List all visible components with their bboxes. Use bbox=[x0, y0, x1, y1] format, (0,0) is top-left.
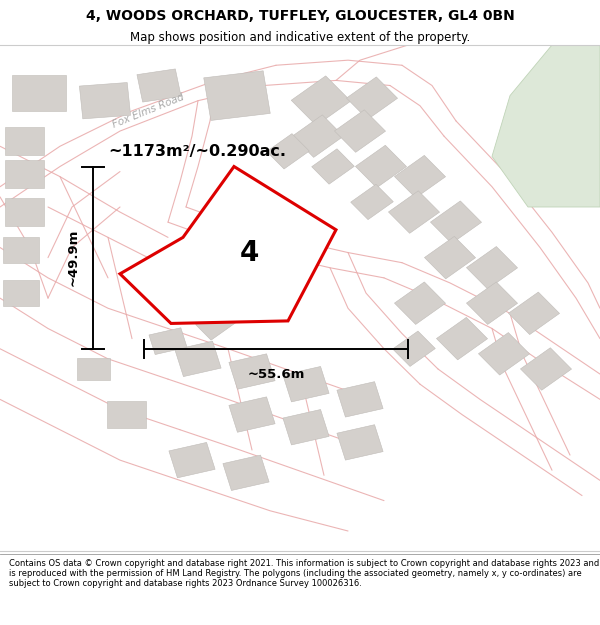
Text: 4, WOODS ORCHARD, TUFFLEY, GLOUCESTER, GL4 0BN: 4, WOODS ORCHARD, TUFFLEY, GLOUCESTER, G… bbox=[86, 9, 514, 23]
Polygon shape bbox=[79, 82, 131, 119]
Polygon shape bbox=[3, 281, 39, 306]
Polygon shape bbox=[292, 115, 344, 158]
Polygon shape bbox=[508, 292, 560, 334]
Polygon shape bbox=[392, 331, 436, 366]
Text: Fox Elms Road: Fox Elms Road bbox=[111, 92, 185, 130]
Polygon shape bbox=[5, 198, 44, 226]
Polygon shape bbox=[346, 77, 398, 119]
Polygon shape bbox=[394, 156, 446, 198]
Polygon shape bbox=[478, 332, 530, 375]
Polygon shape bbox=[5, 127, 44, 155]
Polygon shape bbox=[311, 149, 355, 184]
Text: ~1173m²/~0.290ac.: ~1173m²/~0.290ac. bbox=[108, 144, 286, 159]
Polygon shape bbox=[266, 134, 310, 169]
Text: Map shows position and indicative extent of the property.: Map shows position and indicative extent… bbox=[130, 31, 470, 44]
Polygon shape bbox=[137, 69, 181, 102]
Polygon shape bbox=[355, 145, 407, 188]
Polygon shape bbox=[107, 401, 146, 429]
Polygon shape bbox=[204, 71, 270, 121]
Polygon shape bbox=[5, 160, 44, 188]
Polygon shape bbox=[337, 382, 383, 417]
Polygon shape bbox=[229, 397, 275, 432]
Polygon shape bbox=[229, 354, 275, 389]
Text: 4: 4 bbox=[239, 239, 259, 266]
Polygon shape bbox=[466, 246, 518, 289]
Polygon shape bbox=[196, 307, 236, 340]
Text: ~55.6m: ~55.6m bbox=[247, 368, 305, 381]
Polygon shape bbox=[394, 282, 446, 324]
Polygon shape bbox=[3, 238, 39, 262]
Polygon shape bbox=[337, 425, 383, 460]
Polygon shape bbox=[149, 328, 187, 354]
Polygon shape bbox=[77, 357, 110, 381]
Polygon shape bbox=[430, 201, 482, 243]
Polygon shape bbox=[291, 76, 351, 126]
Polygon shape bbox=[388, 191, 440, 233]
Text: Contains OS data © Crown copyright and database right 2021. This information is : Contains OS data © Crown copyright and d… bbox=[9, 559, 599, 588]
Polygon shape bbox=[223, 455, 269, 491]
Polygon shape bbox=[424, 236, 476, 279]
Polygon shape bbox=[466, 282, 518, 324]
Polygon shape bbox=[120, 166, 336, 324]
Text: Woods Orchard: Woods Orchard bbox=[219, 238, 300, 262]
Polygon shape bbox=[350, 184, 394, 219]
Polygon shape bbox=[283, 409, 329, 445]
Polygon shape bbox=[492, 45, 600, 207]
Polygon shape bbox=[520, 348, 572, 390]
Polygon shape bbox=[283, 366, 329, 402]
Polygon shape bbox=[334, 110, 386, 152]
Polygon shape bbox=[12, 76, 66, 111]
Polygon shape bbox=[436, 318, 488, 360]
Polygon shape bbox=[175, 341, 221, 377]
Polygon shape bbox=[169, 442, 215, 478]
Text: ~49.9m: ~49.9m bbox=[67, 229, 80, 286]
